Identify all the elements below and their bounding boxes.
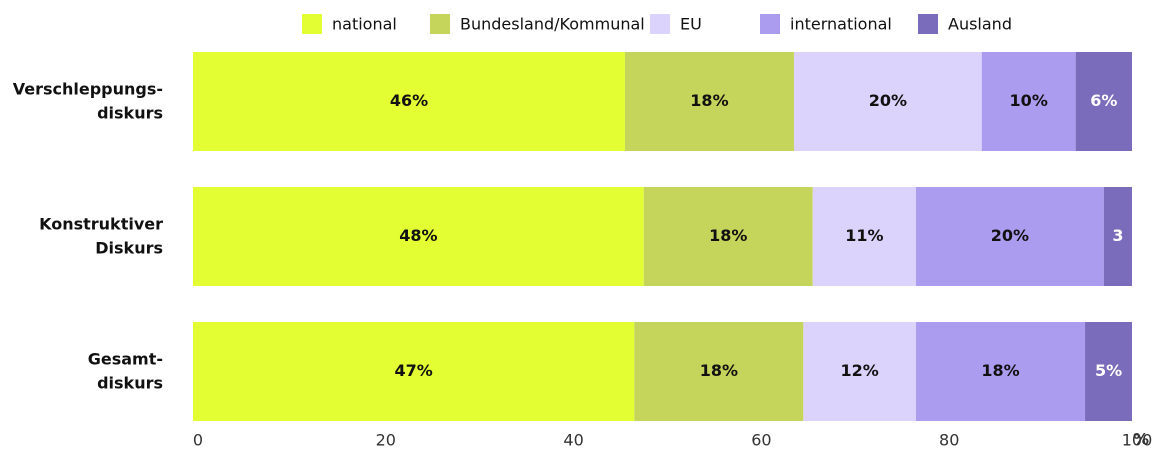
legend-label: national — [332, 15, 397, 34]
bar-segment — [793, 52, 982, 151]
legend-swatch — [302, 14, 322, 34]
legend-swatch — [918, 14, 938, 34]
legend-swatch — [760, 14, 780, 34]
x-tick-label: 20 — [376, 431, 396, 450]
legend-label: international — [790, 15, 892, 34]
value-label: 3 — [1112, 226, 1123, 245]
bar-segment — [624, 52, 794, 151]
bar-segment — [1075, 52, 1132, 151]
value-label: 10% — [1010, 91, 1048, 110]
bar-segment — [634, 322, 804, 421]
x-tick-label: 0 — [193, 431, 203, 450]
value-label: 12% — [841, 361, 879, 380]
value-label: 47% — [395, 361, 433, 380]
bar-segment — [1103, 187, 1132, 286]
value-label: 6% — [1090, 91, 1117, 110]
bar-segment — [643, 187, 813, 286]
x-tick-label: 40 — [563, 431, 583, 450]
x-axis-label: % — [1133, 430, 1149, 449]
value-label: 48% — [399, 226, 437, 245]
legend-swatch — [430, 14, 450, 34]
legend-label: EU — [680, 15, 702, 34]
bar-segment — [916, 187, 1104, 286]
x-tick-label: 60 — [751, 431, 771, 450]
x-tick-label: 80 — [939, 431, 959, 450]
bar-segment — [1085, 322, 1132, 421]
bar-segment — [193, 52, 625, 151]
value-label: 5% — [1095, 361, 1122, 380]
value-label: 11% — [845, 226, 883, 245]
bar-segment — [812, 187, 917, 286]
category-label: Gesamt-diskurs — [88, 349, 163, 392]
bar-segment — [193, 322, 635, 421]
category-label: Verschleppungs-diskurs — [13, 79, 163, 122]
bar-segment — [981, 52, 1076, 151]
value-label: 18% — [700, 361, 738, 380]
bar-segment — [193, 187, 644, 286]
legend-swatch — [650, 14, 670, 34]
x-tick-label: 100 — [1122, 431, 1153, 450]
bar-segment — [916, 322, 1086, 421]
category-label: Konstruktiver Diskurs — [39, 214, 163, 257]
value-label: 18% — [709, 226, 747, 245]
legend-label: Bundesland/Kommunal — [460, 15, 645, 34]
value-label: 20% — [869, 91, 907, 110]
bar-segment — [803, 322, 917, 421]
value-label: 18% — [981, 361, 1019, 380]
legend-label: Ausland — [948, 15, 1012, 34]
value-label: 18% — [690, 91, 728, 110]
value-label: 46% — [390, 91, 428, 110]
value-label: 20% — [991, 226, 1029, 245]
